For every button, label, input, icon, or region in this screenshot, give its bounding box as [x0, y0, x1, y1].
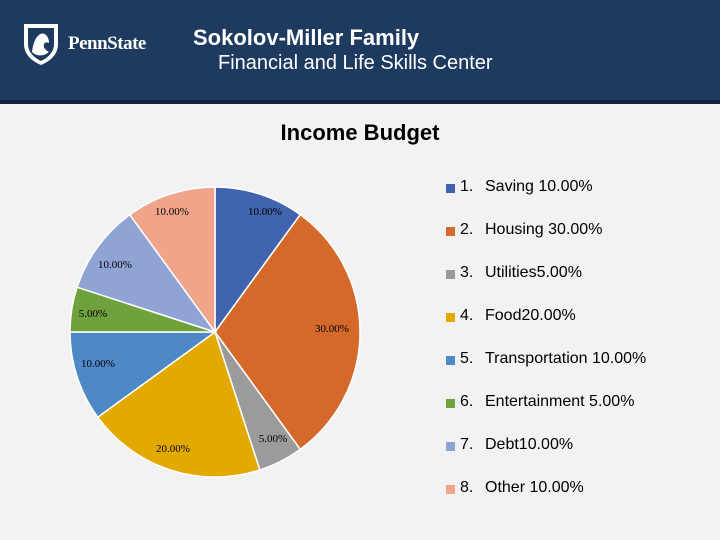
center-name: Sokolov-Miller Family — [193, 25, 420, 50]
legend-number: 4. — [460, 307, 474, 324]
pie-slice-food — [96, 330, 261, 478]
legend-label: Saving 10.00% — [485, 178, 593, 195]
data-label-saving: 10.00% — [248, 206, 282, 218]
data-label-housing: 30.00% — [315, 323, 349, 335]
legend-swatch — [446, 356, 455, 365]
legend-swatch — [446, 313, 455, 322]
chart-title: Income Budget — [280, 120, 440, 145]
legend-label: Utilities5.00% — [485, 264, 582, 281]
legend-swatch — [446, 399, 455, 408]
legend-number: 6. — [460, 393, 474, 410]
shield-icon — [24, 24, 58, 65]
legend-number: 1. — [460, 178, 474, 195]
pie-slice-saving — [214, 186, 302, 335]
pie-slice-debt — [76, 213, 217, 334]
legend-label: Entertainment 5.00% — [485, 393, 635, 410]
legend-swatch — [446, 442, 455, 451]
legend-label: Food20.00% — [485, 307, 576, 324]
legend-number: 5. — [460, 350, 474, 367]
legend-number: 8. — [460, 479, 474, 496]
center-subtitle: Financial and Life Skills Center — [218, 52, 493, 74]
logo-wordmark: PennState — [68, 33, 146, 54]
legend-label: Other 10.00% — [485, 479, 584, 496]
data-label-other: 10.00% — [155, 206, 189, 218]
pennstate-logo: PennState — [22, 22, 182, 68]
header-banner: PennState Sokolov-Miller Family Financia… — [0, 0, 720, 104]
legend-swatch — [446, 485, 455, 494]
legend-swatch — [446, 184, 455, 193]
pie-slice-housing — [214, 213, 361, 451]
legend-label: Transportation 10.00% — [485, 350, 647, 367]
legend-label: Housing 30.00% — [485, 221, 603, 238]
pie-slice-other — [128, 186, 216, 335]
legend-swatch — [446, 270, 455, 279]
pie-slice-transportation — [69, 331, 218, 419]
data-label-utilities: 5.00% — [259, 433, 287, 445]
legend-number: 2. — [460, 221, 474, 238]
data-label-transportation: 10.00% — [81, 358, 115, 370]
data-label-debt: 10.00% — [98, 259, 132, 271]
legend-number: 3. — [460, 264, 474, 281]
legend-number: 7. — [460, 436, 474, 453]
legend-swatch — [446, 227, 455, 236]
data-label-food: 20.00% — [156, 443, 190, 455]
legend-label: Debt10.00% — [485, 436, 574, 453]
data-label-entertainment: 5.00% — [79, 308, 107, 320]
